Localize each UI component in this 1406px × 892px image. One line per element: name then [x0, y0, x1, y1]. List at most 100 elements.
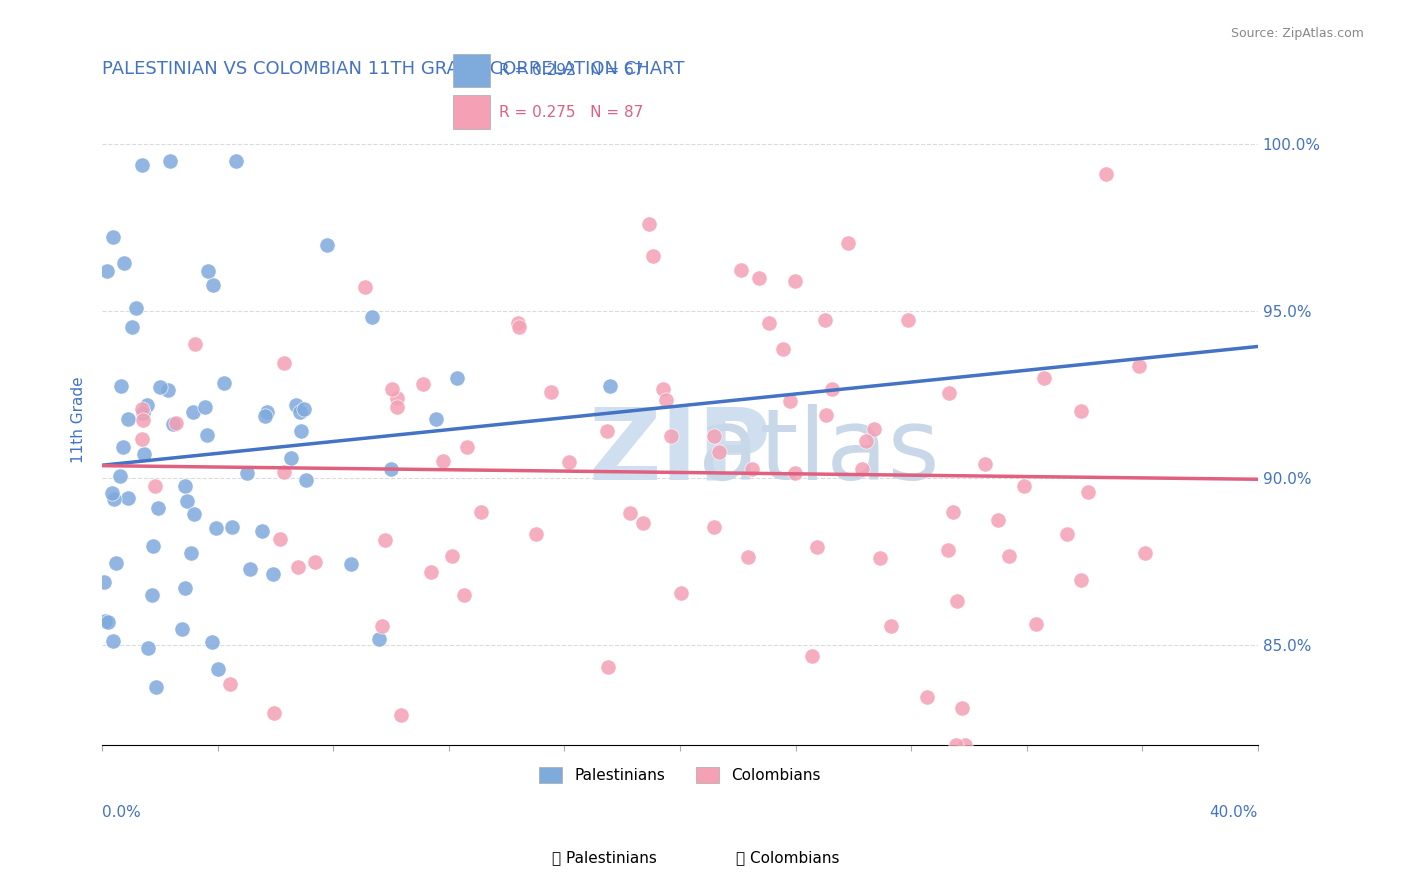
Palestinians: [599, 379, 621, 393]
Colombians: [1025, 616, 1047, 631]
Colombians: [651, 382, 673, 396]
Colombians: [1012, 478, 1035, 492]
Palestinians: [121, 320, 143, 334]
Colombians: [748, 270, 770, 285]
Palestinians: [174, 479, 197, 493]
Palestinians: [93, 574, 115, 589]
Colombians: [638, 218, 661, 232]
Text: Source: ZipAtlas.com: Source: ZipAtlas.com: [1230, 27, 1364, 40]
Palestinians: [295, 473, 318, 487]
Colombians: [772, 342, 794, 356]
Palestinians: [103, 492, 125, 507]
Colombians: [821, 382, 844, 396]
Text: ZIP: ZIP: [589, 404, 772, 500]
Palestinians: [367, 632, 389, 646]
Colombians: [287, 560, 309, 574]
Colombians: [973, 458, 995, 472]
Colombians: [837, 236, 859, 251]
Colombians: [1056, 526, 1078, 541]
Colombians: [598, 660, 620, 674]
Palestinians: [180, 546, 202, 560]
Colombians: [412, 377, 434, 392]
Colombians: [1070, 573, 1092, 587]
Palestinians: [262, 567, 284, 582]
Palestinians: [292, 402, 315, 417]
Palestinians: [112, 440, 135, 454]
Colombians: [385, 400, 408, 414]
Colombians: [936, 543, 959, 558]
Palestinians: [101, 230, 124, 244]
Colombians: [863, 422, 886, 436]
Palestinians: [425, 412, 447, 426]
Colombians: [938, 386, 960, 401]
Palestinians: [360, 310, 382, 325]
Palestinians: [124, 301, 146, 316]
Colombians: [508, 320, 530, 334]
Colombians: [631, 516, 654, 531]
Palestinians: [170, 623, 193, 637]
Palestinians: [176, 493, 198, 508]
Colombians: [273, 356, 295, 370]
Colombians: [381, 382, 404, 396]
Colombians: [737, 549, 759, 564]
Colombians: [558, 455, 581, 469]
Palestinians: [201, 634, 224, 648]
Palestinians: [101, 486, 124, 500]
Palestinians: [117, 412, 139, 426]
Colombians: [953, 738, 976, 752]
Palestinians: [340, 557, 363, 571]
Colombians: [273, 466, 295, 480]
FancyBboxPatch shape: [453, 95, 491, 129]
Palestinians: [256, 405, 278, 419]
Colombians: [855, 434, 877, 448]
Colombians: [915, 690, 938, 704]
Palestinians: [280, 451, 302, 466]
Colombians: [387, 391, 409, 405]
Palestinians: [284, 398, 307, 412]
Colombians: [1032, 371, 1054, 385]
Colombians: [143, 479, 166, 493]
Palestinians: [117, 491, 139, 505]
Text: 0.0%: 0.0%: [103, 805, 141, 820]
Colombians: [470, 505, 492, 519]
Colombians: [880, 619, 903, 633]
Colombians: [661, 429, 683, 443]
Colombians: [453, 588, 475, 602]
Text: PALESTINIAN VS COLOMBIAN 11TH GRADE CORRELATION CHART: PALESTINIAN VS COLOMBIAN 11TH GRADE CORR…: [103, 60, 685, 78]
Palestinians: [110, 378, 132, 392]
Palestinians: [236, 466, 259, 480]
Palestinians: [181, 405, 204, 419]
Colombians: [707, 445, 730, 459]
Text: atlas: atlas: [697, 404, 939, 500]
Colombians: [132, 413, 155, 427]
Palestinians: [96, 264, 118, 278]
Colombians: [806, 540, 828, 554]
Palestinians: [162, 417, 184, 431]
Colombians: [758, 317, 780, 331]
Text: ⬜ Colombians: ⬜ Colombians: [735, 850, 839, 865]
Colombians: [353, 280, 375, 294]
Colombians: [440, 549, 463, 564]
Colombians: [263, 706, 285, 721]
Palestinians: [142, 539, 165, 553]
Palestinians: [105, 557, 128, 571]
Palestinians: [174, 581, 197, 595]
Palestinians: [221, 520, 243, 534]
Colombians: [703, 520, 725, 534]
Colombians: [374, 533, 396, 547]
Colombians: [165, 416, 187, 430]
Colombians: [595, 424, 617, 438]
Colombians: [389, 708, 412, 723]
Text: ⬜ Palestinians: ⬜ Palestinians: [553, 850, 657, 865]
Colombians: [942, 505, 965, 519]
Colombians: [851, 462, 873, 476]
Colombians: [419, 566, 441, 580]
Palestinians: [446, 371, 468, 385]
Colombians: [304, 555, 326, 569]
Colombians: [1070, 404, 1092, 418]
Palestinians: [290, 424, 312, 438]
Text: R = 0.275   N = 87: R = 0.275 N = 87: [499, 105, 644, 120]
Palestinians: [315, 238, 337, 252]
Palestinians: [205, 521, 228, 535]
Palestinians: [380, 462, 402, 476]
